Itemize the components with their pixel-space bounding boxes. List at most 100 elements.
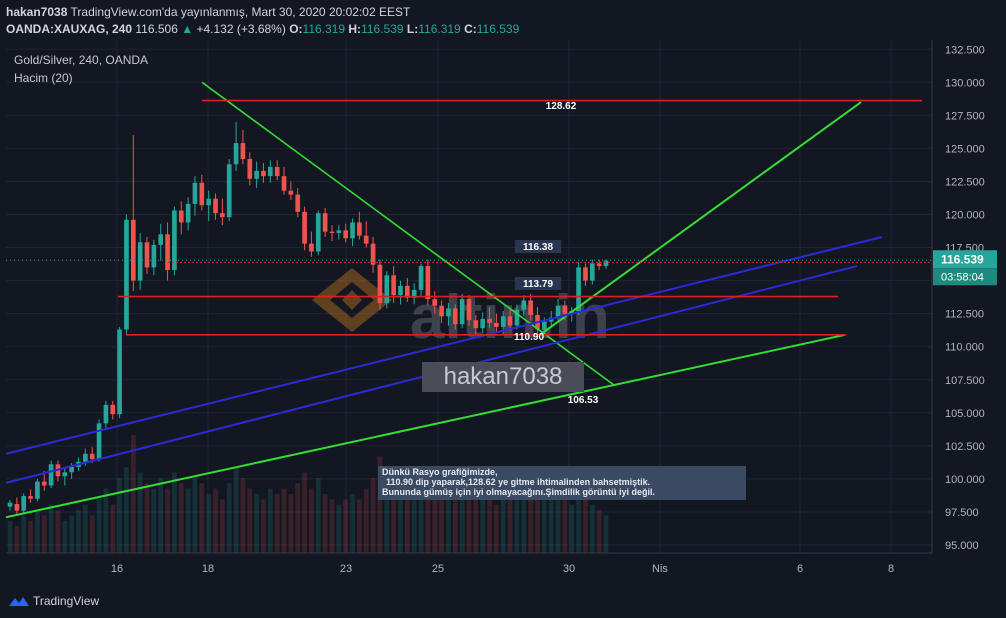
volume-bar bbox=[151, 488, 157, 553]
candle-body bbox=[446, 308, 451, 317]
volume-bar bbox=[83, 504, 88, 553]
volume-bar bbox=[144, 483, 150, 553]
price-label-bg bbox=[933, 250, 997, 269]
note-line: Dünkü Rasyo grafiğimizde, bbox=[382, 467, 498, 477]
y-tick-label: 127.500 bbox=[945, 110, 985, 122]
volume-bar bbox=[398, 488, 403, 553]
volume-bar bbox=[185, 488, 191, 553]
high-label: H: bbox=[348, 22, 362, 36]
volume-bar bbox=[261, 499, 266, 553]
volume-bar bbox=[288, 494, 294, 553]
candle-body bbox=[172, 210, 177, 271]
volume-bar bbox=[21, 515, 27, 553]
symbol-label[interactable]: OANDA:XAUXAG, 240 bbox=[6, 22, 133, 36]
low-value: 116.319 bbox=[418, 22, 461, 36]
x-tick-label: 16 bbox=[111, 563, 123, 575]
volume-bar bbox=[583, 499, 588, 553]
candle-body bbox=[603, 260, 609, 267]
candle-body bbox=[130, 219, 136, 281]
volume-bars bbox=[7, 435, 609, 553]
volume-bar bbox=[172, 472, 177, 553]
candle-body bbox=[185, 203, 191, 223]
tradingview-brand[interactable]: TradingView bbox=[33, 594, 100, 608]
candle-body bbox=[418, 266, 424, 290]
candle-body bbox=[377, 264, 383, 304]
candle-body bbox=[220, 213, 225, 218]
channel-line-upper bbox=[5, 236, 883, 455]
x-tick-label: Nis bbox=[652, 563, 668, 575]
low-label: L: bbox=[406, 22, 419, 36]
price-label: 116.539 bbox=[941, 252, 984, 266]
volume-bar bbox=[528, 477, 533, 553]
x-tick-label: 30 bbox=[563, 563, 575, 575]
candle-body bbox=[384, 275, 390, 304]
volume-bar bbox=[336, 504, 342, 553]
y-tick-label: 120.000 bbox=[945, 210, 985, 222]
volume-bar bbox=[418, 477, 424, 553]
candle-body bbox=[254, 170, 259, 179]
volume-bar bbox=[487, 499, 492, 553]
x-tick-label: 25 bbox=[432, 563, 444, 575]
volume-legend[interactable]: Hacim (20) bbox=[14, 71, 73, 85]
published-info: TradingView.com'da yayınlanmış, Mart 30,… bbox=[70, 5, 411, 19]
volume-bar bbox=[459, 488, 465, 553]
y-tick-label: 122.500 bbox=[945, 176, 985, 188]
candle-body bbox=[281, 176, 287, 191]
candle-body bbox=[124, 219, 129, 330]
watermark-user: hakan7038 bbox=[422, 362, 584, 392]
volume-bar bbox=[315, 477, 321, 553]
volume-bar bbox=[247, 488, 253, 553]
candle-body bbox=[48, 464, 54, 486]
tradingview-logo-icon[interactable] bbox=[8, 593, 30, 609]
volume-bar bbox=[350, 494, 355, 553]
author-name[interactable]: hakan7038 bbox=[6, 5, 68, 19]
candle-body bbox=[562, 305, 568, 314]
volume-bar bbox=[124, 467, 129, 553]
level-label: 113.79 bbox=[514, 277, 562, 290]
candle-body bbox=[144, 242, 150, 268]
candle-body bbox=[247, 158, 253, 179]
volume-bar bbox=[103, 488, 109, 553]
candle-body bbox=[473, 320, 479, 329]
series-legend[interactable]: Gold/Silver, 240, OANDA bbox=[14, 53, 149, 67]
volume-bar bbox=[137, 472, 143, 553]
candle-body bbox=[62, 472, 68, 477]
candle-body bbox=[466, 299, 472, 321]
axes: 95.000 97.500 100.000 102.500 105.000 107.500… bbox=[6, 40, 997, 575]
volume-bar bbox=[254, 494, 259, 553]
candle-body bbox=[178, 210, 184, 223]
y-tick-label: 97.500 bbox=[945, 507, 979, 519]
countdown-label: 03:58:04 bbox=[941, 271, 984, 283]
x-tick-label: 18 bbox=[202, 563, 214, 575]
candle-body bbox=[405, 285, 410, 298]
candle-body bbox=[295, 194, 301, 212]
volume-bar bbox=[89, 515, 95, 553]
high-value: 116.539 bbox=[361, 22, 404, 36]
candle-body bbox=[542, 321, 547, 330]
countdown-bg bbox=[933, 268, 997, 286]
candle-body bbox=[226, 164, 232, 218]
candle-body bbox=[41, 481, 47, 486]
volume-bar bbox=[48, 504, 54, 553]
candle-body bbox=[83, 453, 88, 462]
close-value: 116.539 bbox=[476, 22, 520, 36]
candle-body bbox=[274, 166, 280, 177]
level-label-bg bbox=[514, 277, 562, 290]
volume-bar bbox=[117, 477, 122, 553]
level-label-bg bbox=[514, 240, 562, 253]
chart-header: hakan7038 TradingView.com'da yayınlanmış… bbox=[0, 0, 1006, 40]
y-tick-label: 107.500 bbox=[945, 375, 985, 387]
volume-bar bbox=[439, 488, 444, 553]
x-tick-label: 23 bbox=[340, 563, 352, 575]
candle-body bbox=[494, 322, 499, 327]
candle-body bbox=[199, 182, 205, 206]
y-tick-label: 105.000 bbox=[945, 408, 985, 420]
level-label-text: 113.79 bbox=[523, 279, 553, 290]
volume-bar bbox=[569, 504, 575, 553]
volume-bar bbox=[41, 515, 47, 553]
volume-bar bbox=[562, 499, 568, 553]
annotation-note[interactable]: Dünkü Rasyo grafiğimizde, 110.90 dip yap… bbox=[378, 466, 746, 500]
volume-bar bbox=[548, 499, 554, 553]
volume-bar bbox=[302, 472, 307, 553]
